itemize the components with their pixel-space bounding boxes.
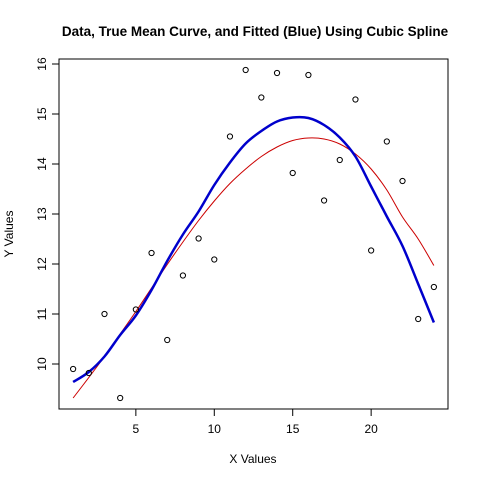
data-point bbox=[258, 94, 265, 101]
data-point bbox=[148, 249, 155, 257]
data-point bbox=[352, 96, 359, 103]
data-point bbox=[273, 69, 281, 77]
y-tick-label: 15 bbox=[35, 107, 49, 121]
data-point bbox=[164, 336, 171, 344]
y-tick-label: 16 bbox=[35, 57, 49, 71]
x-axis-label: X Values bbox=[229, 452, 276, 466]
x-tick-label: 10 bbox=[208, 422, 222, 436]
data-point bbox=[399, 177, 406, 185]
y-tick-label: 14 bbox=[35, 157, 49, 171]
points-layer bbox=[70, 66, 437, 402]
y-axis-label: Y Values bbox=[2, 211, 16, 258]
data-point bbox=[211, 256, 218, 263]
data-point bbox=[336, 156, 343, 164]
data-point bbox=[132, 306, 139, 313]
data-point bbox=[289, 169, 296, 177]
x-tick-label: 15 bbox=[286, 422, 300, 436]
data-point bbox=[242, 66, 249, 74]
y-tick-label: 13 bbox=[35, 207, 49, 221]
fitted-spline-curve bbox=[72, 115, 436, 384]
y-axis: 10 11 12 13 14 15 16 bbox=[35, 57, 60, 371]
y-tick-label: 11 bbox=[35, 307, 49, 320]
data-point bbox=[305, 71, 312, 79]
true-mean-curve bbox=[72, 137, 435, 399]
y-tick-label: 12 bbox=[35, 257, 49, 271]
data-point bbox=[179, 272, 187, 279]
chart-title: Data, True Mean Curve, and Fitted (Blue)… bbox=[62, 24, 449, 39]
x-tick-label: 20 bbox=[364, 422, 378, 436]
data-point bbox=[117, 394, 124, 402]
y-tick-label: 10 bbox=[35, 357, 49, 371]
data-point bbox=[195, 235, 202, 242]
data-point bbox=[70, 365, 77, 373]
x-tick-label: 5 bbox=[133, 422, 140, 436]
data-point bbox=[85, 369, 92, 377]
data-point bbox=[383, 138, 390, 145]
data-point bbox=[226, 133, 234, 140]
plot-frame bbox=[58, 58, 449, 410]
data-point bbox=[368, 247, 375, 254]
data-point bbox=[415, 315, 422, 323]
data-point bbox=[430, 283, 437, 291]
x-axis: 5 10 15 20 bbox=[133, 408, 378, 436]
data-point bbox=[320, 197, 328, 204]
series-layer bbox=[72, 115, 436, 399]
data-point bbox=[101, 310, 108, 318]
